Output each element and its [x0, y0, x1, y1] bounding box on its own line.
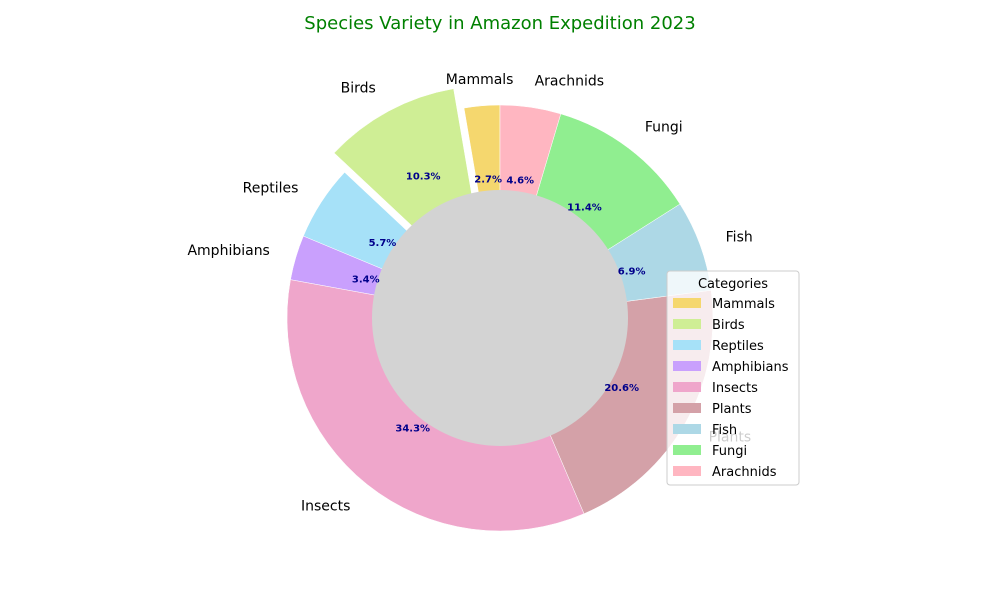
legend-swatch-insects — [673, 382, 701, 392]
legend-swatch-fungi — [673, 445, 701, 455]
category-labels-group: Mammals Birds Reptiles Amphibians Insects Pla… — [187, 72, 752, 515]
percent-label-fish: 6.9% — [618, 266, 646, 277]
percent-label-insects: 34.3% — [395, 423, 430, 434]
legend-swatch-mammals — [673, 298, 701, 308]
legend-label-mammals: Mammals — [712, 297, 775, 312]
legend-swatch-fish — [673, 424, 701, 434]
percent-labels-group: 2.7% 10.3% 5.7% 3.4% 34.3% 20.6% 6.9% 11.4% 4.6% — [352, 171, 646, 434]
category-label-mammals: Mammals — [446, 72, 514, 88]
percent-label-plants: 20.6% — [604, 383, 639, 394]
percent-label-amphibians: 3.4% — [352, 274, 380, 285]
legend-swatch-birds — [673, 319, 701, 329]
legend-swatch-plants — [673, 403, 701, 413]
percent-label-mammals: 2.7% — [474, 175, 502, 186]
category-label-amphibians: Amphibians — [187, 243, 269, 259]
category-label-reptiles: Reptiles — [243, 181, 299, 197]
legend-label-insects: Insects — [712, 381, 758, 396]
legend-label-fish: Fish — [712, 423, 737, 438]
legend-items: Mammals Birds Reptiles Amphibians Insects Pla… — [673, 297, 789, 480]
percent-label-fungi: 11.4% — [567, 202, 602, 213]
category-label-fungi: Fungi — [645, 120, 683, 136]
category-label-fish: Fish — [726, 229, 753, 245]
percent-label-birds: 10.3% — [406, 171, 441, 182]
category-label-arachnids: Arachnids — [535, 74, 604, 90]
legend-label-fungi: Fungi — [712, 444, 747, 459]
legend: Categories Mammals Birds Reptiles Amphibian… — [666, 270, 800, 486]
percent-label-arachnids: 4.6% — [506, 175, 534, 186]
chart-title: Species Variety in Amazon Expedition 202… — [304, 13, 695, 34]
legend-swatch-reptiles — [673, 340, 701, 350]
legend-title: Categories — [698, 277, 768, 292]
legend-label-amphibians: Amphibians — [712, 360, 789, 375]
legend-label-reptiles: Reptiles — [712, 339, 764, 354]
percent-label-reptiles: 5.7% — [369, 238, 397, 249]
category-label-birds: Birds — [341, 80, 376, 96]
category-label-insects: Insects — [301, 499, 350, 515]
donut-center — [372, 190, 628, 446]
legend-label-arachnids: Arachnids — [712, 465, 777, 480]
legend-swatch-amphibians — [673, 361, 701, 371]
legend-label-birds: Birds — [712, 318, 745, 333]
legend-label-plants: Plants — [712, 402, 752, 417]
legend-swatch-arachnids — [673, 466, 701, 476]
